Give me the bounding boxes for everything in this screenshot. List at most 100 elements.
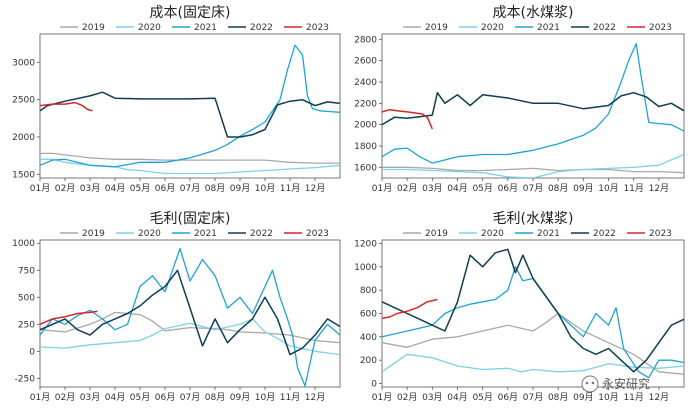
y-tick-label: 600 — [360, 310, 377, 320]
legend: 2019 2020 2021 2022 2023 — [403, 23, 672, 33]
series-group — [382, 42, 684, 178]
chart-title: 毛利(固定床) — [150, 211, 231, 227]
y-tick-label: 0 — [29, 347, 35, 357]
series-group — [382, 248, 684, 379]
wechat-icon — [581, 375, 599, 393]
x-tick-label: 06月 — [498, 392, 518, 403]
x-tick-label: 08月 — [205, 392, 225, 403]
y-tick-label: 1000 — [354, 263, 377, 273]
x-tick-label: 05月 — [472, 392, 492, 403]
panel-margin-coal-water-slurry: 毛利(水煤浆) 2019 2020 2021 2022 2023 0 200 400 600 800… — [354, 211, 685, 403]
series-line-2020 — [382, 153, 684, 178]
y-tick-label: 250 — [18, 320, 35, 330]
y-tick-label: 1000 — [12, 239, 35, 249]
x-tick-label: 11月 — [280, 392, 300, 403]
x-tick-label: 01月 — [372, 183, 392, 194]
panel-margin-fixed-bed: 毛利(固定床) 2019 2020 2021 2022 2023 -250 0 250 500 75… — [12, 211, 341, 403]
y-tick-label: 750 — [18, 266, 35, 276]
legend-label-2022: 2022 — [593, 229, 616, 239]
legend-label-2020: 2020 — [481, 229, 504, 239]
series-line-2019 — [382, 312, 684, 375]
series-line-2023 — [40, 101, 93, 112]
x-tick-label: 03月 — [422, 392, 442, 403]
x-tick-label: 10月 — [598, 392, 618, 403]
series-line-2019 — [40, 311, 340, 344]
series-line-2021 — [40, 44, 340, 168]
legend-label-2021: 2021 — [194, 229, 217, 239]
x-tick-label: 01月 — [372, 392, 392, 403]
series-line-2019 — [40, 152, 340, 164]
series-line-2021 — [382, 42, 684, 164]
x-tick-label: 12月 — [649, 183, 669, 194]
x-tick-label: 02月 — [55, 392, 75, 403]
series-line-2019 — [382, 166, 684, 174]
y-tick-label: 1200 — [354, 240, 377, 250]
x-tick-label: 06月 — [155, 183, 175, 194]
legend-label-2021: 2021 — [537, 229, 560, 239]
x-tick-label: 03月 — [80, 392, 100, 403]
y-tick-label: 2800 — [354, 35, 377, 45]
x-tick-label: 01月 — [30, 183, 50, 194]
legend-label-2019: 2019 — [425, 229, 448, 239]
x-tick-label: 05月 — [130, 183, 150, 194]
x-tick-label: 03月 — [422, 183, 442, 194]
series-group — [40, 44, 340, 175]
x-tick-label: 12月 — [649, 392, 669, 403]
y-tick-label: 3000 — [12, 58, 35, 68]
legend: 2019 2020 2021 2022 2023 — [60, 23, 329, 33]
legend-label-2023: 2023 — [649, 23, 672, 33]
series-line-2020 — [40, 158, 340, 175]
x-tick-label: 06月 — [155, 392, 175, 403]
x-tick-label: 12月 — [305, 183, 325, 194]
x-tick-label: 04月 — [447, 183, 467, 194]
series-line-2020 — [382, 353, 684, 373]
plot-frame — [381, 33, 685, 179]
x-tick-label: 02月 — [397, 392, 417, 403]
x-tick-label: 08月 — [205, 183, 225, 194]
y-tick-label: 2500 — [12, 96, 35, 106]
series-line-2020 — [40, 318, 340, 356]
y-tick-label: 800 — [360, 286, 377, 296]
legend: 2019 2020 2021 2022 2023 — [60, 229, 329, 239]
watermark: 永安研究 — [581, 375, 650, 393]
series-line-2022 — [382, 91, 684, 126]
legend-label-2023: 2023 — [306, 23, 329, 33]
chart-title: 成本(固定床) — [150, 5, 231, 21]
y-tick-label: 2600 — [354, 57, 377, 67]
x-tick-label: 09月 — [230, 392, 250, 403]
y-tick-label: 400 — [360, 333, 377, 343]
x-tick-label: 08月 — [548, 392, 568, 403]
y-tick-label: 2000 — [12, 133, 35, 143]
x-tick-label: 01月 — [30, 392, 50, 403]
series-group — [40, 247, 340, 387]
x-tick-label: 02月 — [55, 183, 75, 194]
x-tick-label: 09月 — [230, 183, 250, 194]
panel-cost-coal-water-slurry: 成本(水煤浆) 2019 2020 2021 2022 2023 1600 1800 2000 2… — [354, 5, 685, 194]
x-tick-label: 11月 — [280, 183, 300, 194]
y-tick-label: 2200 — [354, 99, 377, 109]
legend-label-2023: 2023 — [306, 229, 329, 239]
legend: 2019 2020 2021 2022 2023 — [403, 229, 672, 239]
legend-label-2020: 2020 — [138, 229, 161, 239]
x-tick-label: 10月 — [598, 183, 618, 194]
x-tick-label: 02月 — [397, 183, 417, 194]
x-tick-label: 11月 — [623, 392, 643, 403]
series-line-2022 — [382, 248, 684, 373]
series-line-2023 — [382, 298, 438, 319]
x-tick-label: 09月 — [573, 392, 593, 403]
x-tick-label: 12月 — [305, 392, 325, 403]
watermark-text: 永安研究 — [602, 376, 650, 391]
legend-label-2021: 2021 — [537, 23, 560, 33]
plot-frame — [381, 239, 685, 388]
x-tick-label: 11月 — [623, 183, 643, 194]
y-tick-label: 0 — [371, 380, 377, 390]
x-tick-label: 07月 — [523, 183, 543, 194]
series-line-2022 — [40, 91, 340, 138]
x-tick-label: 04月 — [447, 392, 467, 403]
x-tick-label: 07月 — [180, 392, 200, 403]
legend-label-2020: 2020 — [138, 23, 161, 33]
series-line-2023 — [40, 310, 98, 325]
x-tick-label: 08月 — [548, 183, 568, 194]
x-tick-label: 07月 — [523, 392, 543, 403]
chart-title: 毛利(水煤浆) — [493, 211, 574, 227]
